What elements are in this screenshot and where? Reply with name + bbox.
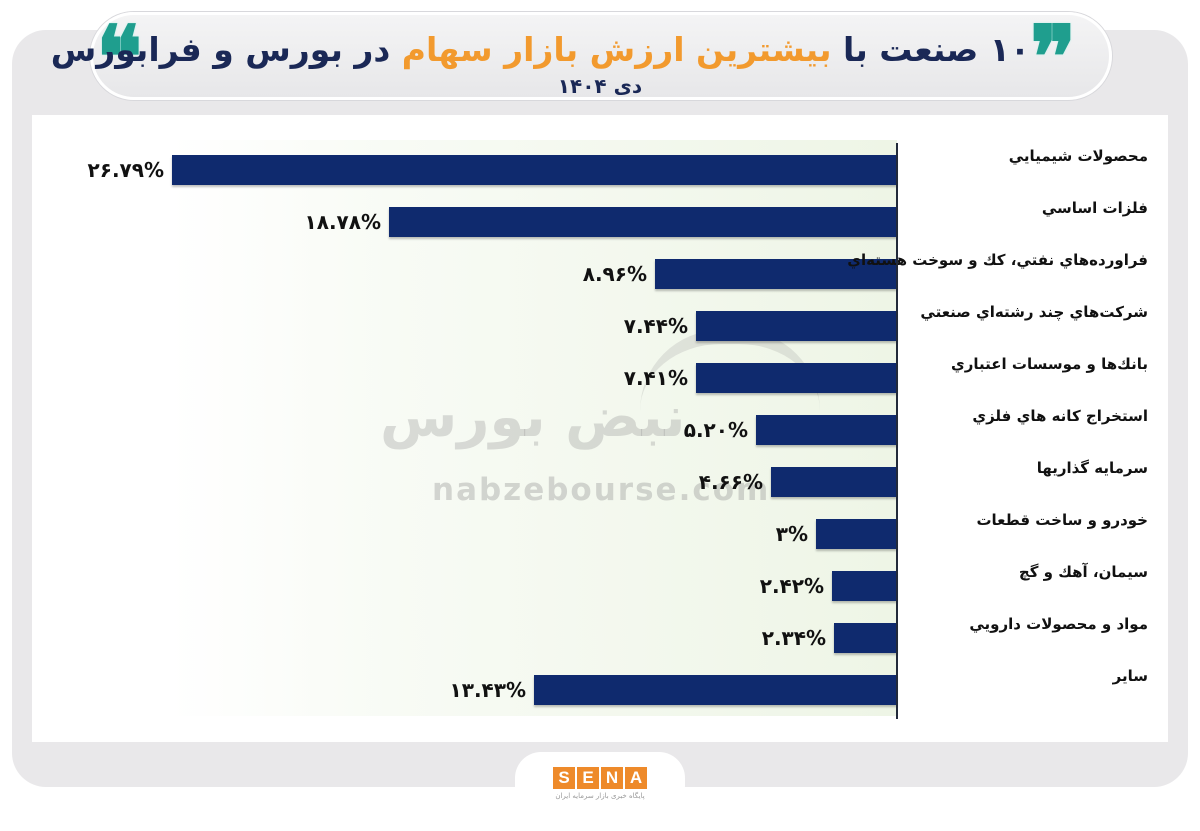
bar [696,363,897,393]
bar [389,207,897,237]
logo-subtitle: پایگاه خبری بازار سرمایه ایران [555,792,645,800]
category-label: مواد و محصولات دارويي [969,615,1148,633]
category-label: فراورده‌هاي نفتي، كك و سوخت هسته‌اي [847,251,1148,269]
bar [834,623,897,653]
bar-value-label: ۴.۶۶% [698,470,763,494]
category-label: محصولات شيميايي [1008,147,1148,165]
bar-value-label: ۲.۳۴% [761,626,826,650]
chart-title: ۱۰ صنعت با بیشترین ارزش بازار سهام در بو… [51,30,1030,70]
bar-value-label: ۳% [775,522,808,546]
category-label: ساير [1112,667,1148,685]
bar-value-label: ۷.۴۱% [623,366,688,390]
logo-letter: N [601,767,623,789]
bar [172,155,897,185]
title-banner [90,12,1112,100]
category-label: خودرو و ساخت قطعات [976,511,1148,529]
bar [655,259,897,289]
bar [696,311,897,341]
sena-logo: S E N A [553,767,647,789]
logo-letter: S [553,767,575,789]
category-label: فلزات اساسي [1041,199,1148,217]
title-part1: ۱۰ صنعت با [831,30,1030,69]
category-label: شركت‌هاي چند رشته‌اي صنعتي [920,303,1148,321]
logo-letter: E [577,767,599,789]
quote-close-icon: ❞ [1030,7,1077,108]
bar-value-label: ۷.۴۴% [623,314,688,338]
logo-letter: A [625,767,647,789]
category-label: بانك‌ها و موسسات اعتباري [951,355,1148,373]
bar-value-label: ۲.۴۲% [759,574,824,598]
y-axis-line [896,143,898,719]
bar-value-label: ۱۸.۷۸% [304,210,381,234]
category-label: استخراج كانه هاي فلزي [972,407,1148,425]
bar-value-label: ۱۳.۴۳% [449,678,526,702]
bar [816,519,897,549]
bar [534,675,897,705]
footer-logo-tab [515,752,685,812]
category-label: سرمايه گذاريها [1036,459,1148,477]
bar-value-label: ۸.۹۶% [582,262,647,286]
bar [771,467,897,497]
title-part2: در بورس و فرابورس [50,30,402,69]
watermark-url: nabzebourse.com [432,472,771,508]
bar [832,571,897,601]
title-accent: بیشترین ارزش بازار سهام [401,30,832,69]
category-label: سيمان، آهك و گچ [1018,563,1148,581]
bar-value-label: ۵.۲۰% [683,418,748,442]
bar-value-label: ۲۶.۷۹% [87,158,164,182]
watermark-persian: نبض بورس [380,385,686,450]
bar [756,415,897,445]
chart-subtitle: دی ۱۴۰۴ [557,74,643,98]
quote-open-icon: ❝ [96,7,143,108]
